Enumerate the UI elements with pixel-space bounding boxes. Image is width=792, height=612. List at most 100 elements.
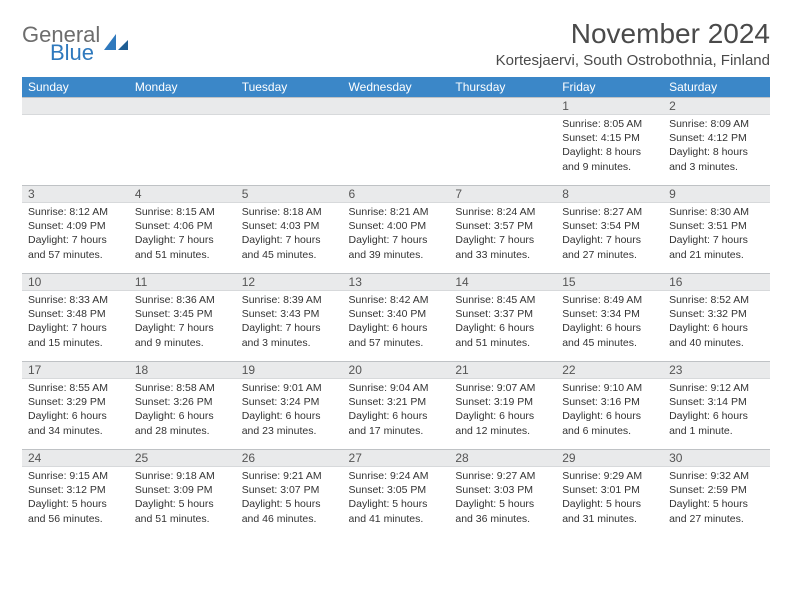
- sunset-text: Sunset: 3:03 PM: [455, 483, 550, 497]
- weekday-header-row: SundayMondayTuesdayWednesdayThursdayFrid…: [22, 77, 770, 97]
- day-details: Sunrise: 8:45 AMSunset: 3:37 PMDaylight:…: [449, 291, 556, 354]
- day-number: 26: [236, 449, 343, 467]
- daylight-text-1: Daylight: 7 hours: [562, 233, 657, 247]
- day-number: 30: [663, 449, 770, 467]
- daylight-text-2: and 51 minutes.: [135, 248, 230, 262]
- day-details: Sunrise: 9:12 AMSunset: 3:14 PMDaylight:…: [663, 379, 770, 442]
- day-number: 7: [449, 185, 556, 203]
- daylight-text-2: and 27 minutes.: [669, 512, 764, 526]
- daylight-text-2: and 36 minutes.: [455, 512, 550, 526]
- sunrise-text: Sunrise: 8:15 AM: [135, 205, 230, 219]
- day-number: 6: [343, 185, 450, 203]
- calendar-week-row: 10Sunrise: 8:33 AMSunset: 3:48 PMDayligh…: [22, 273, 770, 361]
- daylight-text-2: and 31 minutes.: [562, 512, 657, 526]
- day-details: Sunrise: 8:36 AMSunset: 3:45 PMDaylight:…: [129, 291, 236, 354]
- day-details: Sunrise: 9:18 AMSunset: 3:09 PMDaylight:…: [129, 467, 236, 530]
- calendar-day-cell: [343, 97, 450, 185]
- calendar-day-cell: 17Sunrise: 8:55 AMSunset: 3:29 PMDayligh…: [22, 361, 129, 449]
- calendar-day-cell: 25Sunrise: 9:18 AMSunset: 3:09 PMDayligh…: [129, 449, 236, 537]
- weekday-header: Saturday: [663, 77, 770, 97]
- daylight-text-2: and 6 minutes.: [562, 424, 657, 438]
- calendar-day-cell: 5Sunrise: 8:18 AMSunset: 4:03 PMDaylight…: [236, 185, 343, 273]
- sunset-text: Sunset: 4:15 PM: [562, 131, 657, 145]
- day-number: 28: [449, 449, 556, 467]
- sunrise-text: Sunrise: 9:29 AM: [562, 469, 657, 483]
- sunset-text: Sunset: 3:09 PM: [135, 483, 230, 497]
- calendar-day-cell: 8Sunrise: 8:27 AMSunset: 3:54 PMDaylight…: [556, 185, 663, 273]
- daylight-text-1: Daylight: 6 hours: [135, 409, 230, 423]
- daylight-text-1: Daylight: 6 hours: [455, 409, 550, 423]
- sunset-text: Sunset: 3:48 PM: [28, 307, 123, 321]
- weekday-header: Sunday: [22, 77, 129, 97]
- sunrise-text: Sunrise: 8:49 AM: [562, 293, 657, 307]
- location-subtitle: Kortesjaervi, South Ostrobothnia, Finlan…: [496, 52, 770, 69]
- sunrise-text: Sunrise: 8:36 AM: [135, 293, 230, 307]
- day-number: 23: [663, 361, 770, 379]
- sunrise-text: Sunrise: 8:39 AM: [242, 293, 337, 307]
- sunset-text: Sunset: 3:26 PM: [135, 395, 230, 409]
- day-details: Sunrise: 8:39 AMSunset: 3:43 PMDaylight:…: [236, 291, 343, 354]
- sunrise-text: Sunrise: 9:32 AM: [669, 469, 764, 483]
- daylight-text-1: Daylight: 7 hours: [349, 233, 444, 247]
- sunset-text: Sunset: 3:57 PM: [455, 219, 550, 233]
- day-details: Sunrise: 8:52 AMSunset: 3:32 PMDaylight:…: [663, 291, 770, 354]
- sunset-text: Sunset: 3:37 PM: [455, 307, 550, 321]
- weekday-header: Monday: [129, 77, 236, 97]
- calendar-day-cell: 10Sunrise: 8:33 AMSunset: 3:48 PMDayligh…: [22, 273, 129, 361]
- day-number: 8: [556, 185, 663, 203]
- sunset-text: Sunset: 3:05 PM: [349, 483, 444, 497]
- sunset-text: Sunset: 3:07 PM: [242, 483, 337, 497]
- sunrise-text: Sunrise: 8:45 AM: [455, 293, 550, 307]
- sunset-text: Sunset: 3:40 PM: [349, 307, 444, 321]
- sunset-text: Sunset: 3:43 PM: [242, 307, 337, 321]
- calendar-day-cell: 13Sunrise: 8:42 AMSunset: 3:40 PMDayligh…: [343, 273, 450, 361]
- sunrise-text: Sunrise: 9:15 AM: [28, 469, 123, 483]
- calendar-day-cell: 6Sunrise: 8:21 AMSunset: 4:00 PMDaylight…: [343, 185, 450, 273]
- sunrise-text: Sunrise: 8:18 AM: [242, 205, 337, 219]
- weekday-header: Tuesday: [236, 77, 343, 97]
- daylight-text-1: Daylight: 6 hours: [349, 321, 444, 335]
- daylight-text-1: Daylight: 6 hours: [562, 409, 657, 423]
- calendar-day-cell: 3Sunrise: 8:12 AMSunset: 4:09 PMDaylight…: [22, 185, 129, 273]
- sunrise-text: Sunrise: 8:27 AM: [562, 205, 657, 219]
- day-details: Sunrise: 8:58 AMSunset: 3:26 PMDaylight:…: [129, 379, 236, 442]
- day-number: 9: [663, 185, 770, 203]
- weekday-header: Thursday: [449, 77, 556, 97]
- daylight-text-1: Daylight: 7 hours: [135, 321, 230, 335]
- day-number: 13: [343, 273, 450, 291]
- calendar-day-cell: 15Sunrise: 8:49 AMSunset: 3:34 PMDayligh…: [556, 273, 663, 361]
- day-details: Sunrise: 9:32 AMSunset: 2:59 PMDaylight:…: [663, 467, 770, 530]
- day-number: 16: [663, 273, 770, 291]
- calendar-day-cell: 18Sunrise: 8:58 AMSunset: 3:26 PMDayligh…: [129, 361, 236, 449]
- sunset-text: Sunset: 4:03 PM: [242, 219, 337, 233]
- day-number: 15: [556, 273, 663, 291]
- daylight-text-2: and 57 minutes.: [28, 248, 123, 262]
- daylight-text-2: and 56 minutes.: [28, 512, 123, 526]
- daylight-text-2: and 9 minutes.: [562, 160, 657, 174]
- sunrise-text: Sunrise: 9:04 AM: [349, 381, 444, 395]
- daylight-text-1: Daylight: 6 hours: [349, 409, 444, 423]
- logo-sail-icon: [102, 32, 130, 54]
- daylight-text-2: and 3 minutes.: [242, 336, 337, 350]
- daylight-text-1: Daylight: 7 hours: [455, 233, 550, 247]
- daylight-text-1: Daylight: 6 hours: [455, 321, 550, 335]
- day-details: Sunrise: 9:24 AMSunset: 3:05 PMDaylight:…: [343, 467, 450, 530]
- day-details: Sunrise: 8:21 AMSunset: 4:00 PMDaylight:…: [343, 203, 450, 266]
- sunset-text: Sunset: 4:12 PM: [669, 131, 764, 145]
- sunrise-text: Sunrise: 8:12 AM: [28, 205, 123, 219]
- calendar-day-cell: 1Sunrise: 8:05 AMSunset: 4:15 PMDaylight…: [556, 97, 663, 185]
- calendar-day-cell: 16Sunrise: 8:52 AMSunset: 3:32 PMDayligh…: [663, 273, 770, 361]
- daylight-text-1: Daylight: 7 hours: [242, 321, 337, 335]
- day-details: Sunrise: 9:04 AMSunset: 3:21 PMDaylight:…: [343, 379, 450, 442]
- sunrise-text: Sunrise: 8:55 AM: [28, 381, 123, 395]
- daylight-text-1: Daylight: 7 hours: [135, 233, 230, 247]
- daylight-text-2: and 27 minutes.: [562, 248, 657, 262]
- sunset-text: Sunset: 3:14 PM: [669, 395, 764, 409]
- calendar-day-cell: 4Sunrise: 8:15 AMSunset: 4:06 PMDaylight…: [129, 185, 236, 273]
- calendar-day-cell: 19Sunrise: 9:01 AMSunset: 3:24 PMDayligh…: [236, 361, 343, 449]
- sunset-text: Sunset: 3:19 PM: [455, 395, 550, 409]
- calendar-day-cell: 29Sunrise: 9:29 AMSunset: 3:01 PMDayligh…: [556, 449, 663, 537]
- sunrise-text: Sunrise: 9:21 AM: [242, 469, 337, 483]
- daylight-text-1: Daylight: 6 hours: [669, 409, 764, 423]
- daylight-text-1: Daylight: 5 hours: [562, 497, 657, 511]
